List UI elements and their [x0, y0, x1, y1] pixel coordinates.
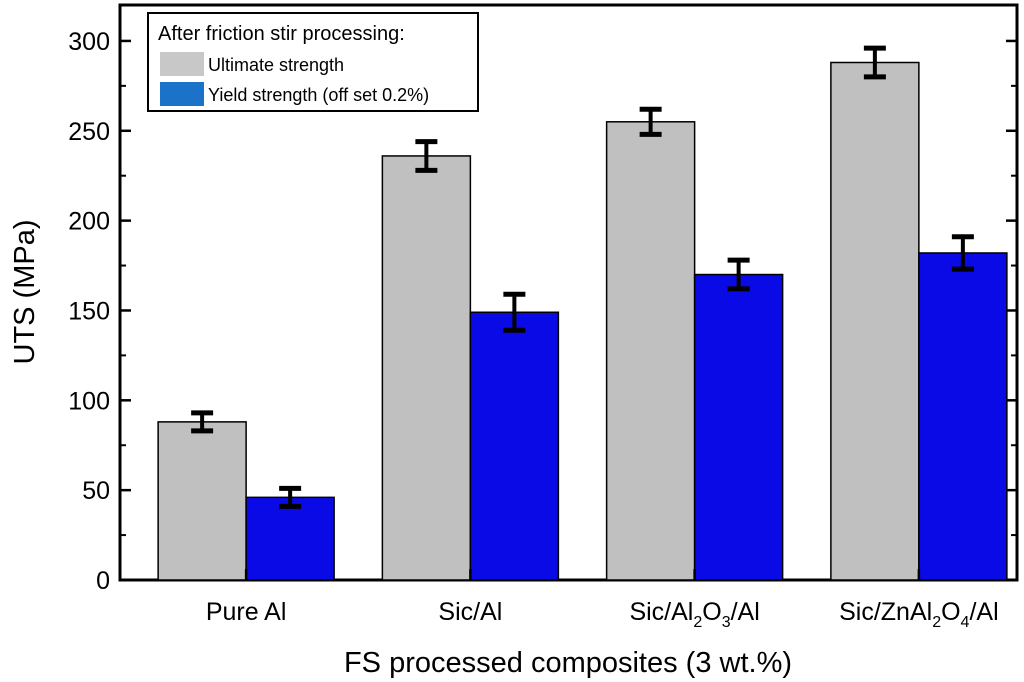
legend-label-yield: Yield strength (off set 0.2%) — [208, 85, 429, 105]
bar-ultimate — [830, 61, 920, 581]
x-axis-title: FS processed composites (3 wt.%) — [344, 647, 792, 679]
bar-yield — [693, 273, 784, 581]
x-axis: Pure Al Sic/Al Sic/Al2O3/Al Sic/ZnAl2O4/Al — [206, 569, 999, 631]
y-tick-label: 250 — [68, 118, 110, 146]
legend-label-ultimate: Ultimate strength — [208, 55, 344, 75]
legend-swatch-ultimate — [160, 52, 204, 76]
bar-yield — [245, 496, 335, 581]
legend-swatch-yield — [160, 82, 204, 106]
bars-layer — [157, 61, 1008, 581]
x-tick-label: Pure Al — [206, 598, 287, 626]
x-tick-label: Sic/ZnAl2O4/Al — [839, 598, 999, 631]
x-tick-label: Sic/Al — [438, 598, 502, 626]
y-tick-label: 0 — [96, 567, 110, 595]
bar-yield — [918, 252, 1008, 581]
legend: After friction stir processing: Ultimate… — [147, 12, 479, 112]
bar-yield — [469, 311, 560, 581]
y-tick-label: 50 — [82, 477, 110, 505]
y-axis-title: UTS (MPa) — [9, 220, 41, 365]
bar-ultimate — [157, 421, 247, 581]
bar-ultimate — [381, 155, 472, 581]
legend-title: After friction stir processing: — [158, 23, 405, 45]
y-tick-label: 200 — [68, 208, 110, 236]
y-tick-label: 300 — [68, 28, 110, 56]
error-bars-layer — [191, 45, 974, 509]
x-tick-label: Sic/Al2O3/Al — [629, 598, 759, 631]
y-tick-label: 150 — [68, 297, 110, 325]
plot-frame — [118, 3, 1019, 582]
y-tick-label: 100 — [68, 387, 110, 415]
y-axis: 0 50 100 150 200 250 300 — [68, 28, 1017, 595]
bar-ultimate — [605, 121, 696, 581]
